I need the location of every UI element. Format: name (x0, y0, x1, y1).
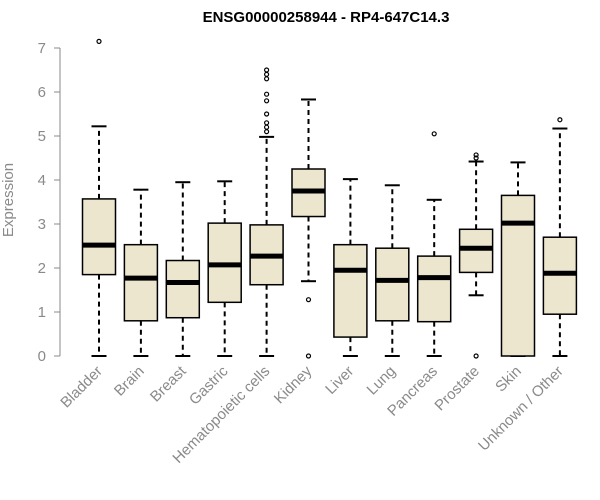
chart-title: ENSG00000258944 - RP4-647C14.3 (203, 9, 450, 26)
outlier-point (305, 353, 312, 359)
y-tick-label: 6 (38, 84, 46, 101)
box-kidney (291, 98, 326, 359)
x-tick-label: Kidney (271, 362, 316, 407)
box-bladder (81, 38, 117, 357)
iqr-box (333, 243, 368, 338)
outlier-point (473, 155, 479, 161)
iqr-box (123, 243, 159, 322)
iqr-box (81, 198, 117, 276)
x-tick-label: Liver (322, 363, 357, 398)
outlier-point (473, 353, 479, 359)
outlier-point (431, 131, 437, 137)
outlier-point (96, 38, 102, 45)
outlier-point (264, 76, 270, 82)
outlier-point (557, 117, 563, 123)
outlier-point (473, 152, 479, 158)
iqr-box (165, 259, 201, 319)
outlier-point (264, 71, 270, 78)
box-gastric (207, 180, 242, 357)
y-axis: 0 1 2 3 4 5 6 7 (38, 40, 61, 365)
box-hematopoietic-cells (249, 67, 284, 357)
outlier-point (264, 91, 270, 97)
box-pancreas (416, 131, 452, 357)
outlier-point (305, 297, 312, 303)
box-skin (500, 161, 536, 357)
outlier-point (264, 111, 270, 117)
box-prostate (458, 152, 494, 359)
box-lung (375, 184, 410, 357)
x-tick-label: Bladder (57, 363, 106, 412)
y-axis-label: Expression (0, 163, 17, 237)
y-tick-label: 1 (38, 304, 46, 321)
x-tick-label: Lung (364, 363, 400, 399)
outlier-point (264, 120, 270, 126)
outlier-point (264, 129, 270, 135)
x-tick-label: Skin (492, 363, 525, 396)
outlier-point (264, 98, 270, 104)
y-tick-label: 3 (38, 216, 46, 233)
x-tick-label: Prostate (431, 363, 483, 415)
iqr-box (375, 247, 410, 322)
outlier-point (264, 124, 270, 130)
y-tick-label: 7 (38, 40, 46, 57)
x-tick-label: Breast (147, 362, 190, 405)
box-breast (165, 181, 201, 357)
box-liver (333, 178, 368, 357)
iqr-box (500, 194, 536, 357)
x-tick-label: Brain (111, 363, 148, 400)
box-unknown-other (542, 117, 578, 357)
y-tick-label: 4 (38, 172, 46, 189)
y-tick-label: 0 (38, 348, 46, 365)
y-tick-label: 5 (38, 128, 46, 145)
outlier-point (264, 67, 270, 73)
y-tick-label: 2 (38, 260, 46, 277)
box-brain (123, 188, 159, 357)
iqr-box (458, 228, 494, 274)
iqr-box (416, 255, 452, 323)
box-series (81, 38, 578, 359)
